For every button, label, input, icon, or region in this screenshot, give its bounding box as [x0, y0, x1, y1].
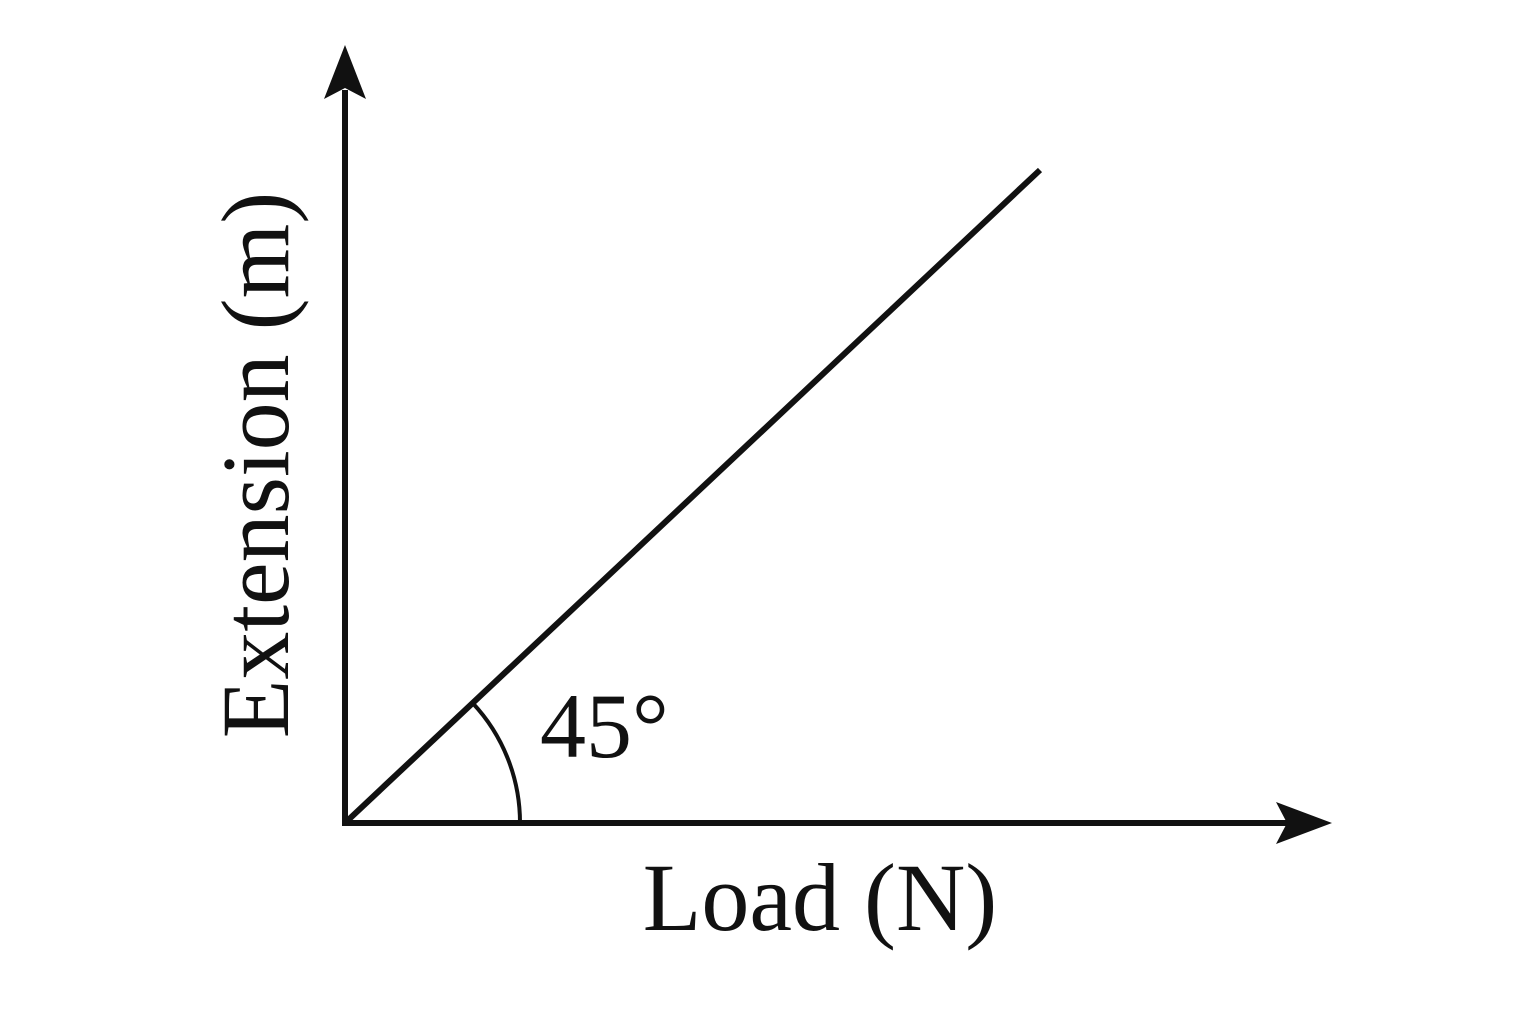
graph-line [342, 167, 1043, 826]
x-axis-label: Load (N) [643, 844, 998, 951]
y-axis-label: Extension (m) [202, 192, 309, 739]
angle-arc [471, 701, 523, 824]
angle-label: 45° [540, 675, 669, 777]
y-axis-arrow [324, 45, 366, 99]
x-axis-arrow [1276, 802, 1332, 844]
